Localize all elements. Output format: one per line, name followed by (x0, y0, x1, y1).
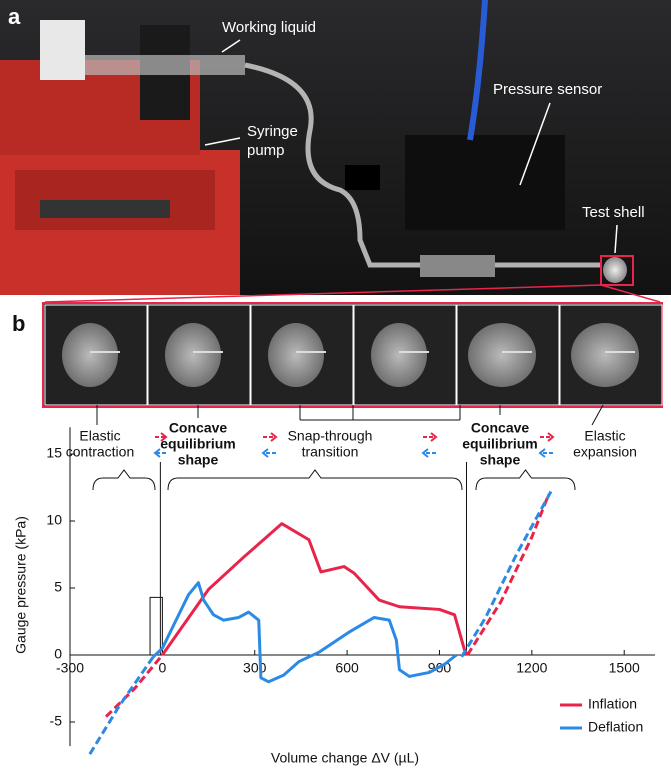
state-label: Elastic (79, 428, 120, 444)
x-tick-label: 0 (158, 660, 166, 676)
y-axis-label: Gauge pressure (kPa) (13, 516, 29, 654)
x-tick-label: 600 (335, 660, 359, 676)
state-annotations: ElasticcontractionConcaveequilibriumshap… (66, 404, 637, 491)
y-tick-label: 5 (54, 579, 62, 595)
x-tick-label: -300 (56, 660, 84, 676)
photo-annotation: Pressure sensor (493, 81, 602, 98)
state-arrowhead (160, 432, 168, 442)
data-line (466, 493, 551, 656)
state-arrowhead (538, 448, 546, 458)
state-label: Snap-through (288, 428, 373, 444)
shell (371, 323, 427, 387)
leader (591, 404, 604, 426)
photo-a: a Working liquid Syringe pump Pressure s… (0, 0, 671, 295)
y-tick-label: 10 (46, 512, 62, 528)
state-label: transition (302, 444, 359, 460)
state-label: Elastic (584, 428, 625, 444)
data-line (86, 656, 155, 758)
photo-annotation: pump (247, 142, 285, 159)
photo-annotation: Working liquid (222, 19, 316, 36)
state-label: contraction (66, 444, 134, 460)
y-tick-label: -5 (50, 713, 63, 729)
data-line (152, 581, 458, 684)
legend-label: Deflation (588, 719, 643, 735)
panel-label: a (8, 4, 21, 29)
x-tick-label: 1200 (516, 660, 547, 676)
state-label: expansion (573, 444, 637, 460)
state-arrowhead (547, 432, 555, 442)
photo-strip (42, 302, 663, 408)
state-arrowhead (153, 448, 161, 458)
shell (62, 323, 118, 387)
x-tick-label: 1500 (609, 660, 640, 676)
x-axis-label: Volume change ΔV (µL) (271, 750, 419, 766)
state-label: equilibrium (462, 436, 537, 452)
state-arrowhead (261, 448, 269, 458)
photo-annotation: Syringe (247, 123, 298, 140)
bracket (475, 469, 576, 491)
state-arrowhead (430, 432, 438, 442)
state-label: equilibrium (160, 436, 235, 452)
state-arrowhead (421, 448, 429, 458)
data-line (104, 654, 164, 718)
data-line (161, 522, 469, 656)
state-label: shape (480, 452, 521, 468)
panel-label: b (12, 311, 25, 336)
data-line (458, 490, 553, 662)
legend-label: Inflation (588, 696, 637, 712)
y-tick-label: 0 (54, 646, 62, 662)
shell (268, 323, 324, 387)
state-label: shape (178, 452, 219, 468)
shell (571, 323, 639, 387)
shell (165, 323, 221, 387)
bracket (167, 469, 463, 491)
photo-annotation: Test shell (582, 204, 645, 221)
x-tick-label: 300 (243, 660, 267, 676)
shell (468, 323, 536, 387)
bracket (92, 469, 156, 491)
state-arrowhead (270, 432, 278, 442)
y-tick-label: 15 (46, 445, 62, 461)
state-label: Concave (169, 420, 228, 436)
state-label: Concave (471, 420, 530, 436)
